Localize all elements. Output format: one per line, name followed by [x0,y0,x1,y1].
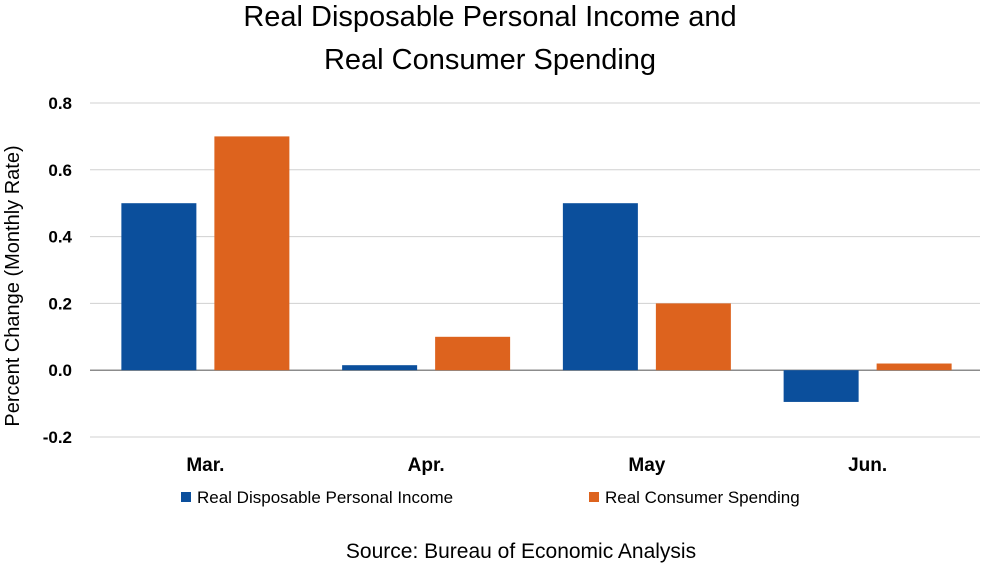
bar-spending-2 [655,303,731,371]
y-tick-label: -0.2 [43,428,72,447]
bar-income-3 [783,370,859,402]
y-tick-label: 0.6 [48,161,72,180]
y-tick-label: 0.8 [48,94,72,113]
x-tick-label: May [628,455,665,476]
bar-income-1 [342,365,418,371]
legend-label-income: Real Disposable Personal Income [197,488,453,507]
bar-spending-0 [214,136,290,371]
legend-swatch-spending [589,492,599,502]
y-tick-label: 0.0 [48,361,72,380]
x-tick-label: Apr. [408,455,445,476]
legend: Real Disposable Personal Income Real Con… [181,488,800,507]
y-tick-label: 0.4 [48,228,72,247]
source-note: Source: Bureau of Economic Analysis [346,540,696,563]
legend-swatch-income [181,492,191,502]
bars [121,136,952,402]
legend-label-spending: Real Consumer Spending [605,488,800,507]
chart-title-line-2: Real Consumer Spending [324,44,656,76]
y-axis-label: Percent Change (Monthly Rate) [2,145,24,426]
x-tick-label: Jun. [848,455,887,476]
x-tick-labels: Mar. Apr. May Jun. [186,455,887,476]
y-tick-label: 0.2 [48,294,72,313]
bar-income-2 [562,203,638,371]
bar-income-0 [121,203,197,371]
x-tick-label: Mar. [186,455,224,476]
bar-spending-1 [435,336,511,371]
bar-spending-3 [876,363,952,371]
y-tick-labels: 0.8 0.6 0.4 0.2 0.0 -0.2 [43,94,73,447]
chart-title-line-1: Real Disposable Personal Income and [243,1,736,33]
